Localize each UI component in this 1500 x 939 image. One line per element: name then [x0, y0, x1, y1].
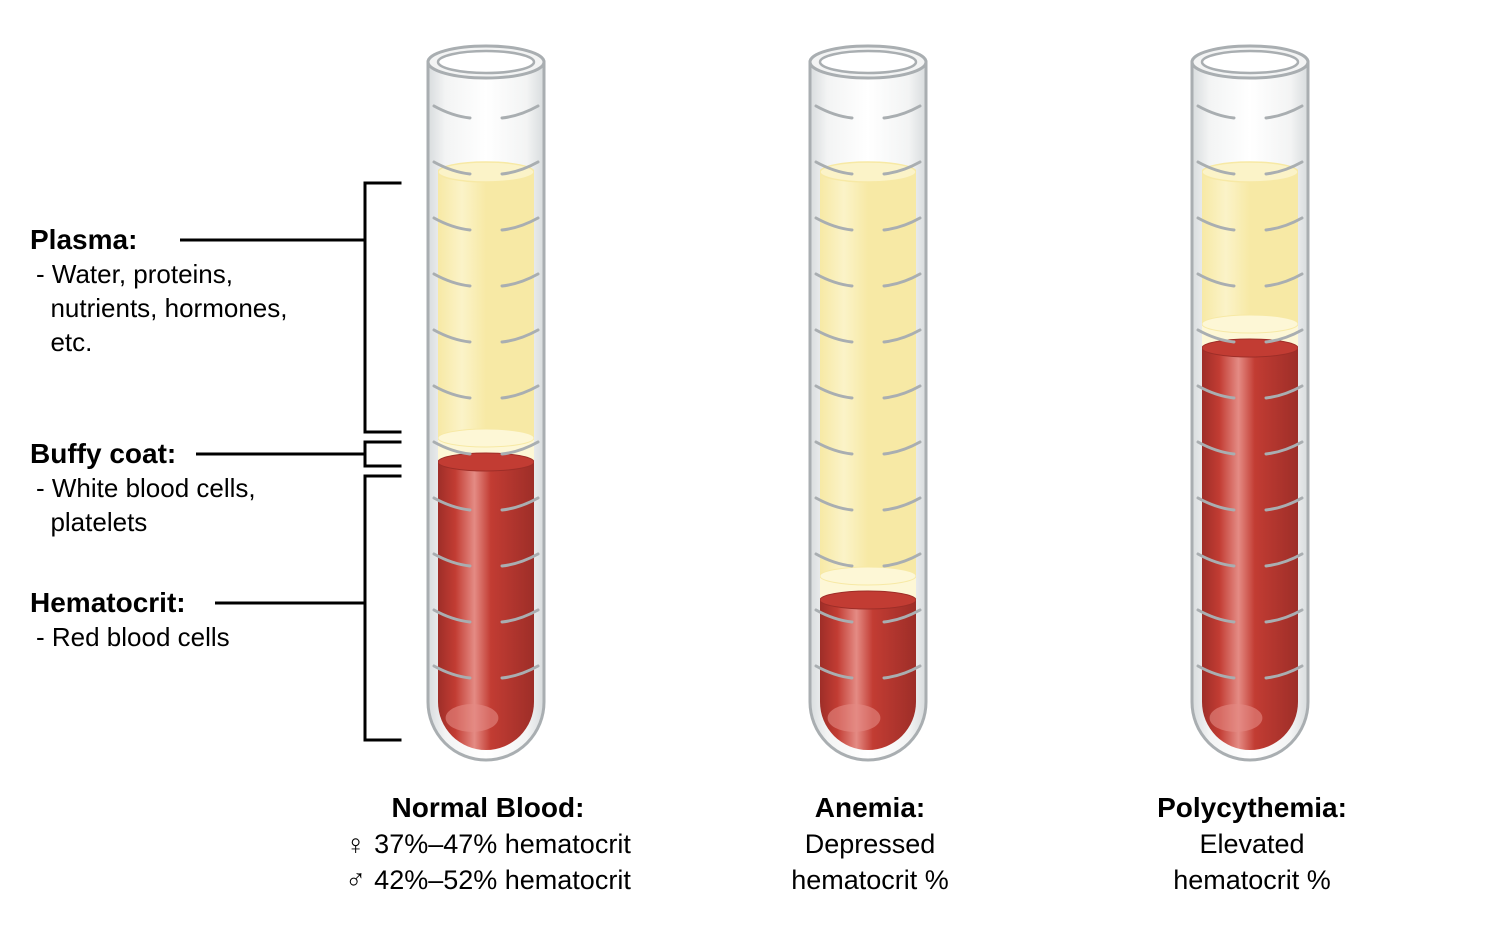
- caption-polycythemia: Polycythemia: Elevated hematocrit %: [1092, 790, 1412, 898]
- test-tube-polycythemia: [1192, 46, 1308, 760]
- female-symbol: ♀: [345, 831, 366, 859]
- caption-anemia-line2: hematocrit %: [710, 863, 1030, 899]
- test-tube-anemia: [810, 46, 926, 760]
- caption-normal-female: 37%–47% hematocrit: [374, 827, 631, 863]
- caption-poly-line1: Elevated: [1092, 827, 1412, 863]
- caption-normal-blood: Normal Blood: ♀ 37%–47% hematocrit ♂ 42%…: [328, 790, 648, 898]
- caption-anemia: Anemia: Depressed hematocrit %: [710, 790, 1030, 898]
- male-symbol: ♂: [345, 866, 366, 894]
- caption-anemia-line1: Depressed: [710, 827, 1030, 863]
- caption-poly-line2: hematocrit %: [1092, 863, 1412, 899]
- caption-normal-title: Normal Blood:: [328, 790, 648, 827]
- caption-normal-male: 42%–52% hematocrit: [374, 863, 631, 899]
- caption-anemia-title: Anemia:: [710, 790, 1030, 827]
- tube-svg: [0, 0, 1500, 790]
- test-tube-normal: [428, 46, 544, 760]
- caption-poly-title: Polycythemia:: [1092, 790, 1412, 827]
- blood-composition-diagram: Plasma: - Water, proteins, nutrients, ho…: [0, 0, 1500, 939]
